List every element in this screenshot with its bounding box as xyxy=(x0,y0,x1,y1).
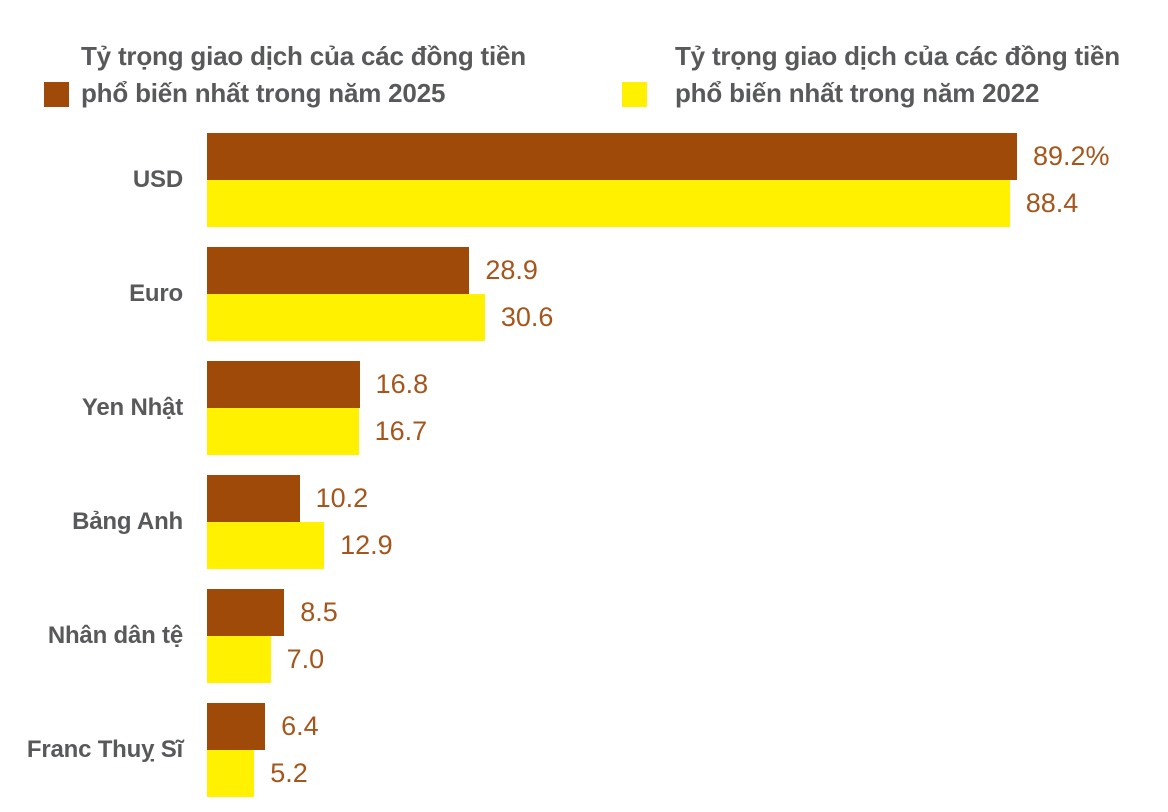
bar-value-2022: 30.6 xyxy=(500,302,554,332)
bar-2022 xyxy=(207,636,271,683)
bar-group: 16.8 16.7 xyxy=(207,361,1168,455)
bar-2025 xyxy=(207,703,266,750)
legend-label-2022-line1: Tỷ trọng giao dịch của các đồng tiền xyxy=(675,41,1120,71)
category-label: Euro xyxy=(129,280,183,307)
legend-label-2025: Tỷ trọng giao dịch của các đồng tiền phổ… xyxy=(81,38,526,112)
legend-label-2025-line2: phổ biến nhất trong năm 2025 xyxy=(81,78,446,108)
legend-label-2022-line2: phổ biến nhất trong năm 2022 xyxy=(675,78,1040,108)
bar-value-2022: 88.4 xyxy=(1025,188,1079,218)
legend-swatch-2022-icon xyxy=(622,82,647,107)
legend-item-2022: Tỷ trọng giao dịch của các đồng tiền phổ… xyxy=(622,38,1120,112)
bar-line-2025: 16.8 xyxy=(207,361,1168,408)
legend-label-2025-line1: Tỷ trọng giao dịch của các đồng tiền xyxy=(81,41,526,71)
category-label: USD xyxy=(132,166,183,193)
bar-2025 xyxy=(207,361,360,408)
bar-2022 xyxy=(207,180,1010,227)
chart-row: Nhân dân tệ 8.5 7.0 xyxy=(0,589,1168,683)
bar-group: 10.2 12.9 xyxy=(207,475,1168,569)
bar-line-2022: 5.2 xyxy=(207,750,1168,797)
category-label: Yen Nhật xyxy=(81,394,183,421)
bar-value-2025: 10.2 xyxy=(315,483,369,513)
bar-value-2025: 8.5 xyxy=(300,597,338,627)
bar-line-2022: 16.7 xyxy=(207,408,1168,455)
category-label: Franc Thuỵ Sĩ xyxy=(26,736,183,763)
bar-2022 xyxy=(207,294,485,341)
bar-value-2022: 7.0 xyxy=(286,644,325,674)
bar-line-2025: 6.4 xyxy=(207,703,1168,750)
legend-item-2025: Tỷ trọng giao dịch của các đồng tiền phổ… xyxy=(44,38,526,112)
bar-group: 89.2% 88.4 xyxy=(207,133,1168,227)
bar-line-2022: 12.9 xyxy=(207,522,1168,569)
bar-2025 xyxy=(207,589,285,636)
bar-value-2025: 89.2% xyxy=(1033,141,1110,171)
bar-line-2025: 89.2% xyxy=(207,133,1168,180)
bar-line-2022: 7.0 xyxy=(207,636,1168,683)
bar-group: 6.4 5.2 xyxy=(207,703,1168,797)
bar-2022 xyxy=(207,408,359,455)
bar-2022 xyxy=(207,522,325,569)
bar-2025 xyxy=(207,475,300,522)
bar-2025 xyxy=(207,133,1017,180)
bar-value-2022: 5.2 xyxy=(270,758,308,788)
bar-value-2025: 6.4 xyxy=(281,711,319,741)
category-label: Bảng Anh xyxy=(72,508,183,535)
bar-line-2022: 30.6 xyxy=(207,294,1168,341)
bar-2022 xyxy=(207,750,255,797)
bar-value-2022: 12.9 xyxy=(340,530,393,560)
chart-row: Franc Thuỵ Sĩ 6.4 5.2 xyxy=(0,703,1168,797)
bar-value-2025: 28.9 xyxy=(485,255,538,285)
legend-swatch-2025-icon xyxy=(44,82,69,107)
chart-row: Bảng Anh 10.2 12.9 xyxy=(0,475,1168,569)
bar-line-2025: 10.2 xyxy=(207,475,1168,522)
bar-line-2025: 28.9 xyxy=(207,247,1168,294)
bar-line-2022: 88.4 xyxy=(207,180,1168,227)
chart-row: Euro 28.9 30.6 xyxy=(0,247,1168,341)
category-label: Nhân dân tệ xyxy=(47,622,183,649)
legend-label-2022: Tỷ trọng giao dịch của các đồng tiền phổ… xyxy=(675,38,1120,112)
bar-line-2025: 8.5 xyxy=(207,589,1168,636)
bar-2025 xyxy=(207,247,470,294)
bar-group: 28.9 30.6 xyxy=(207,247,1168,341)
bar-value-2022: 16.7 xyxy=(374,416,428,446)
bar-value-2025: 16.8 xyxy=(375,369,429,399)
bar-group: 8.5 7.0 xyxy=(207,589,1168,683)
chart-row: USD 89.2% 88.4 xyxy=(0,133,1168,227)
chart-rows: USD 89.2% 88.4 Euro 28.9 30.6 Yen xyxy=(0,133,1168,812)
chart-row: Yen Nhật 16.8 16.7 xyxy=(0,361,1168,455)
